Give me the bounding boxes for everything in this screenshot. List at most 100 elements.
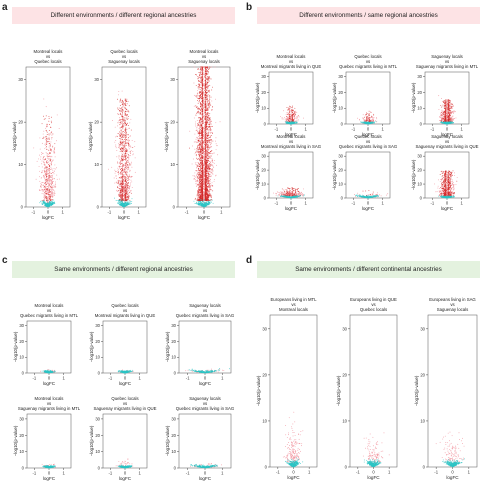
- point-nominal: [41, 177, 42, 179]
- point-significant: [48, 141, 50, 143]
- point-nonsignificant: [45, 201, 47, 203]
- point-nominal: [125, 129, 127, 131]
- point-significant: [122, 199, 124, 201]
- point-significant: [201, 73, 203, 75]
- point-significant: [124, 189, 126, 191]
- point-nonsignificant: [51, 203, 53, 205]
- point-nominal: [203, 195, 205, 197]
- point-significant: [124, 138, 126, 140]
- point-significant: [119, 99, 121, 101]
- point-nominal: [50, 141, 52, 143]
- point-significant: [209, 66, 211, 68]
- point-significant: [201, 174, 203, 175]
- point-significant: [122, 150, 124, 152]
- x-axis-label: logFC: [118, 215, 131, 220]
- point-significant: [126, 114, 128, 116]
- point-significant: [46, 140, 48, 142]
- point-nominal: [49, 160, 51, 162]
- point-nominal: [196, 129, 198, 131]
- point-significant: [119, 147, 121, 149]
- point-significant: [209, 157, 211, 159]
- point-significant: [121, 199, 122, 201]
- point-significant: [45, 129, 47, 131]
- point-significant: [44, 118, 46, 120]
- point-nominal: [123, 154, 125, 156]
- point-nominal: [48, 196, 50, 198]
- point-significant: [205, 142, 207, 144]
- point-significant: [122, 140, 124, 142]
- point-significant: [53, 178, 55, 180]
- point-nominal: [126, 194, 128, 196]
- point-significant: [119, 119, 121, 121]
- point-significant: [125, 137, 126, 138]
- y-axis-label: −log10(p-value): [88, 121, 93, 152]
- point-significant: [204, 87, 206, 89]
- point-nominal: [50, 180, 51, 182]
- point-significant: [207, 103, 209, 105]
- point-significant: [201, 143, 203, 145]
- point-significant: [127, 196, 128, 198]
- point-nonsignificant: [114, 197, 115, 199]
- point-significant: [49, 189, 51, 191]
- point-significant: [122, 103, 124, 105]
- point-significant: [198, 167, 200, 169]
- point-significant: [206, 113, 208, 114]
- point-significant: [128, 105, 130, 107]
- point-significant: [198, 112, 200, 114]
- point-significant: [126, 175, 128, 177]
- point-nominal: [44, 180, 46, 181]
- point-nonsignificant: [46, 205, 48, 207]
- point-significant: [127, 157, 128, 159]
- point-nonsignificant: [131, 201, 133, 203]
- point-significant: [200, 158, 202, 160]
- point-nominal: [46, 167, 48, 169]
- point-significant: [207, 150, 209, 152]
- point-nominal: [125, 131, 126, 133]
- point-nominal: [43, 197, 45, 199]
- point-significant: [125, 171, 126, 173]
- point-nominal: [123, 171, 124, 173]
- point-significant: [206, 123, 208, 125]
- point-significant: [124, 114, 126, 116]
- point-significant: [200, 110, 202, 112]
- point-nominal: [43, 98, 45, 100]
- point-significant: [50, 149, 51, 151]
- point-significant: [121, 115, 123, 117]
- point-significant: [125, 140, 127, 142]
- point-nominal: [123, 192, 124, 194]
- point-nominal: [126, 198, 128, 200]
- point-nominal: [54, 184, 56, 186]
- point-nominal: [131, 140, 133, 141]
- point-significant: [128, 143, 130, 145]
- point-nominal: [203, 183, 205, 185]
- point-nonsignificant: [44, 201, 46, 203]
- point-significant: [48, 185, 50, 186]
- point-nominal: [48, 161, 50, 163]
- point-significant: [196, 194, 198, 196]
- point-nominal: [46, 201, 48, 203]
- point-significant: [195, 154, 197, 156]
- x-tick-label: 0: [47, 210, 50, 215]
- y-tick-label: 30: [94, 77, 99, 82]
- point-nominal: [200, 152, 202, 154]
- point-nominal: [209, 187, 211, 189]
- point-significant: [206, 122, 208, 124]
- point-significant: [199, 74, 200, 76]
- point-nominal: [195, 183, 197, 185]
- point-nominal: [116, 189, 118, 191]
- point-nominal: [193, 178, 195, 180]
- point-significant: [198, 92, 200, 94]
- point-significant: [208, 105, 210, 107]
- point-nominal: [208, 122, 210, 124]
- y-tick-label: 10: [170, 162, 175, 167]
- point-nominal: [55, 183, 57, 185]
- point-nominal: [53, 189, 54, 191]
- point-significant: [209, 138, 211, 140]
- point-nominal: [46, 172, 48, 174]
- point-nominal: [193, 82, 195, 84]
- point-significant: [118, 145, 120, 147]
- point-nominal: [126, 169, 128, 171]
- point-significant: [121, 189, 123, 191]
- point-significant: [45, 173, 47, 175]
- point-significant: [50, 184, 52, 186]
